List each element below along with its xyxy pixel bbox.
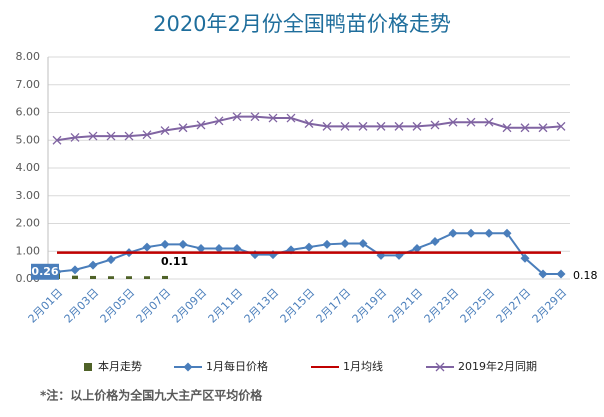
marker [340,121,350,131]
legend-label: 2019年2月同期 [458,359,537,373]
y-tick-label: 6.00 [16,106,41,119]
bar [126,276,132,279]
marker [124,131,134,141]
marker [466,228,476,238]
x-tick-label: 2月27日 [494,286,534,326]
x-tick-label: 2月09日 [170,286,210,326]
marker [106,131,116,141]
marker [160,239,170,249]
bar [90,275,96,279]
marker [448,117,458,127]
data-label: 0.26 [31,265,58,278]
marker [70,265,80,275]
bar [108,276,114,279]
data-label: 0.18 [573,269,598,282]
marker [106,255,116,265]
marker [196,120,206,130]
marker [358,238,368,248]
legend-swatch [84,363,92,371]
legend-label: 本月走势 [98,359,142,373]
x-tick-label: 2月11日 [206,286,246,326]
marker [142,242,152,252]
x-tick-label: 2月17日 [314,286,354,326]
x-tick-label: 2月05日 [98,286,138,326]
x-tick-label: 2月21日 [386,286,426,326]
marker [502,123,512,133]
marker [232,243,242,253]
data-label: 0.11 [161,255,188,268]
marker [376,121,386,131]
marker [232,112,242,122]
marker [196,243,206,253]
marker [304,119,314,129]
x-tick-label: 2月01日 [26,286,66,326]
marker [412,243,422,253]
y-tick-label: 3.00 [16,189,41,202]
y-tick-label: 7.00 [16,78,41,91]
x-tick-label: 2月23日 [422,286,462,326]
marker [520,253,530,263]
y-tick-label: 1.00 [16,244,41,257]
marker [430,120,440,130]
marker [430,237,440,247]
line [56,115,562,142]
marker [178,239,188,249]
marker [268,113,278,123]
x-tick-label: 2月25日 [458,286,498,326]
marker [286,113,296,123]
bar [144,276,150,279]
marker [484,117,494,127]
marker [88,131,98,141]
x-tick-label: 2月15日 [278,286,318,326]
marker [394,121,404,131]
x-tick-label: 2月13日 [242,286,282,326]
marker [340,238,350,248]
marker [70,133,80,142]
marker [142,130,152,140]
marker [322,121,332,131]
marker [160,126,170,135]
bar [72,275,78,279]
marker [304,242,314,252]
marker [178,123,188,133]
marker [538,123,548,133]
marker [435,362,445,372]
marker [448,228,458,238]
y-tick-label: 4.00 [16,161,41,174]
marker [556,269,566,279]
marker [250,112,260,122]
x-tick-label: 2月29日 [530,286,570,326]
legend-label: 1月每日价格 [206,359,268,373]
marker [466,117,476,127]
marker [214,243,224,253]
marker [214,116,224,126]
marker [556,121,566,131]
y-tick-label: 8.00 [16,50,41,63]
marker [322,239,332,249]
marker [52,135,62,145]
marker [484,228,494,238]
y-tick-label: 5.00 [16,133,41,146]
x-tick-label: 2月19日 [350,286,390,326]
marker [183,362,193,372]
marker [358,121,368,131]
y-tick-label: 2.00 [16,217,41,230]
marker [502,228,512,238]
x-tick-label: 2月03日 [62,286,102,326]
x-tick-label: 2月07日 [134,286,174,326]
marker [520,123,530,133]
footnote: *注：以上价格为全国九大主产区平均价格 [40,388,263,403]
chart-title: 2020年2月份全国鸭苗价格走势 [153,12,451,36]
bar [162,275,168,279]
marker [538,269,548,279]
data-label-box [31,263,59,280]
legend-label: 1月均线 [343,359,383,373]
marker [88,260,98,270]
marker [412,121,422,131]
